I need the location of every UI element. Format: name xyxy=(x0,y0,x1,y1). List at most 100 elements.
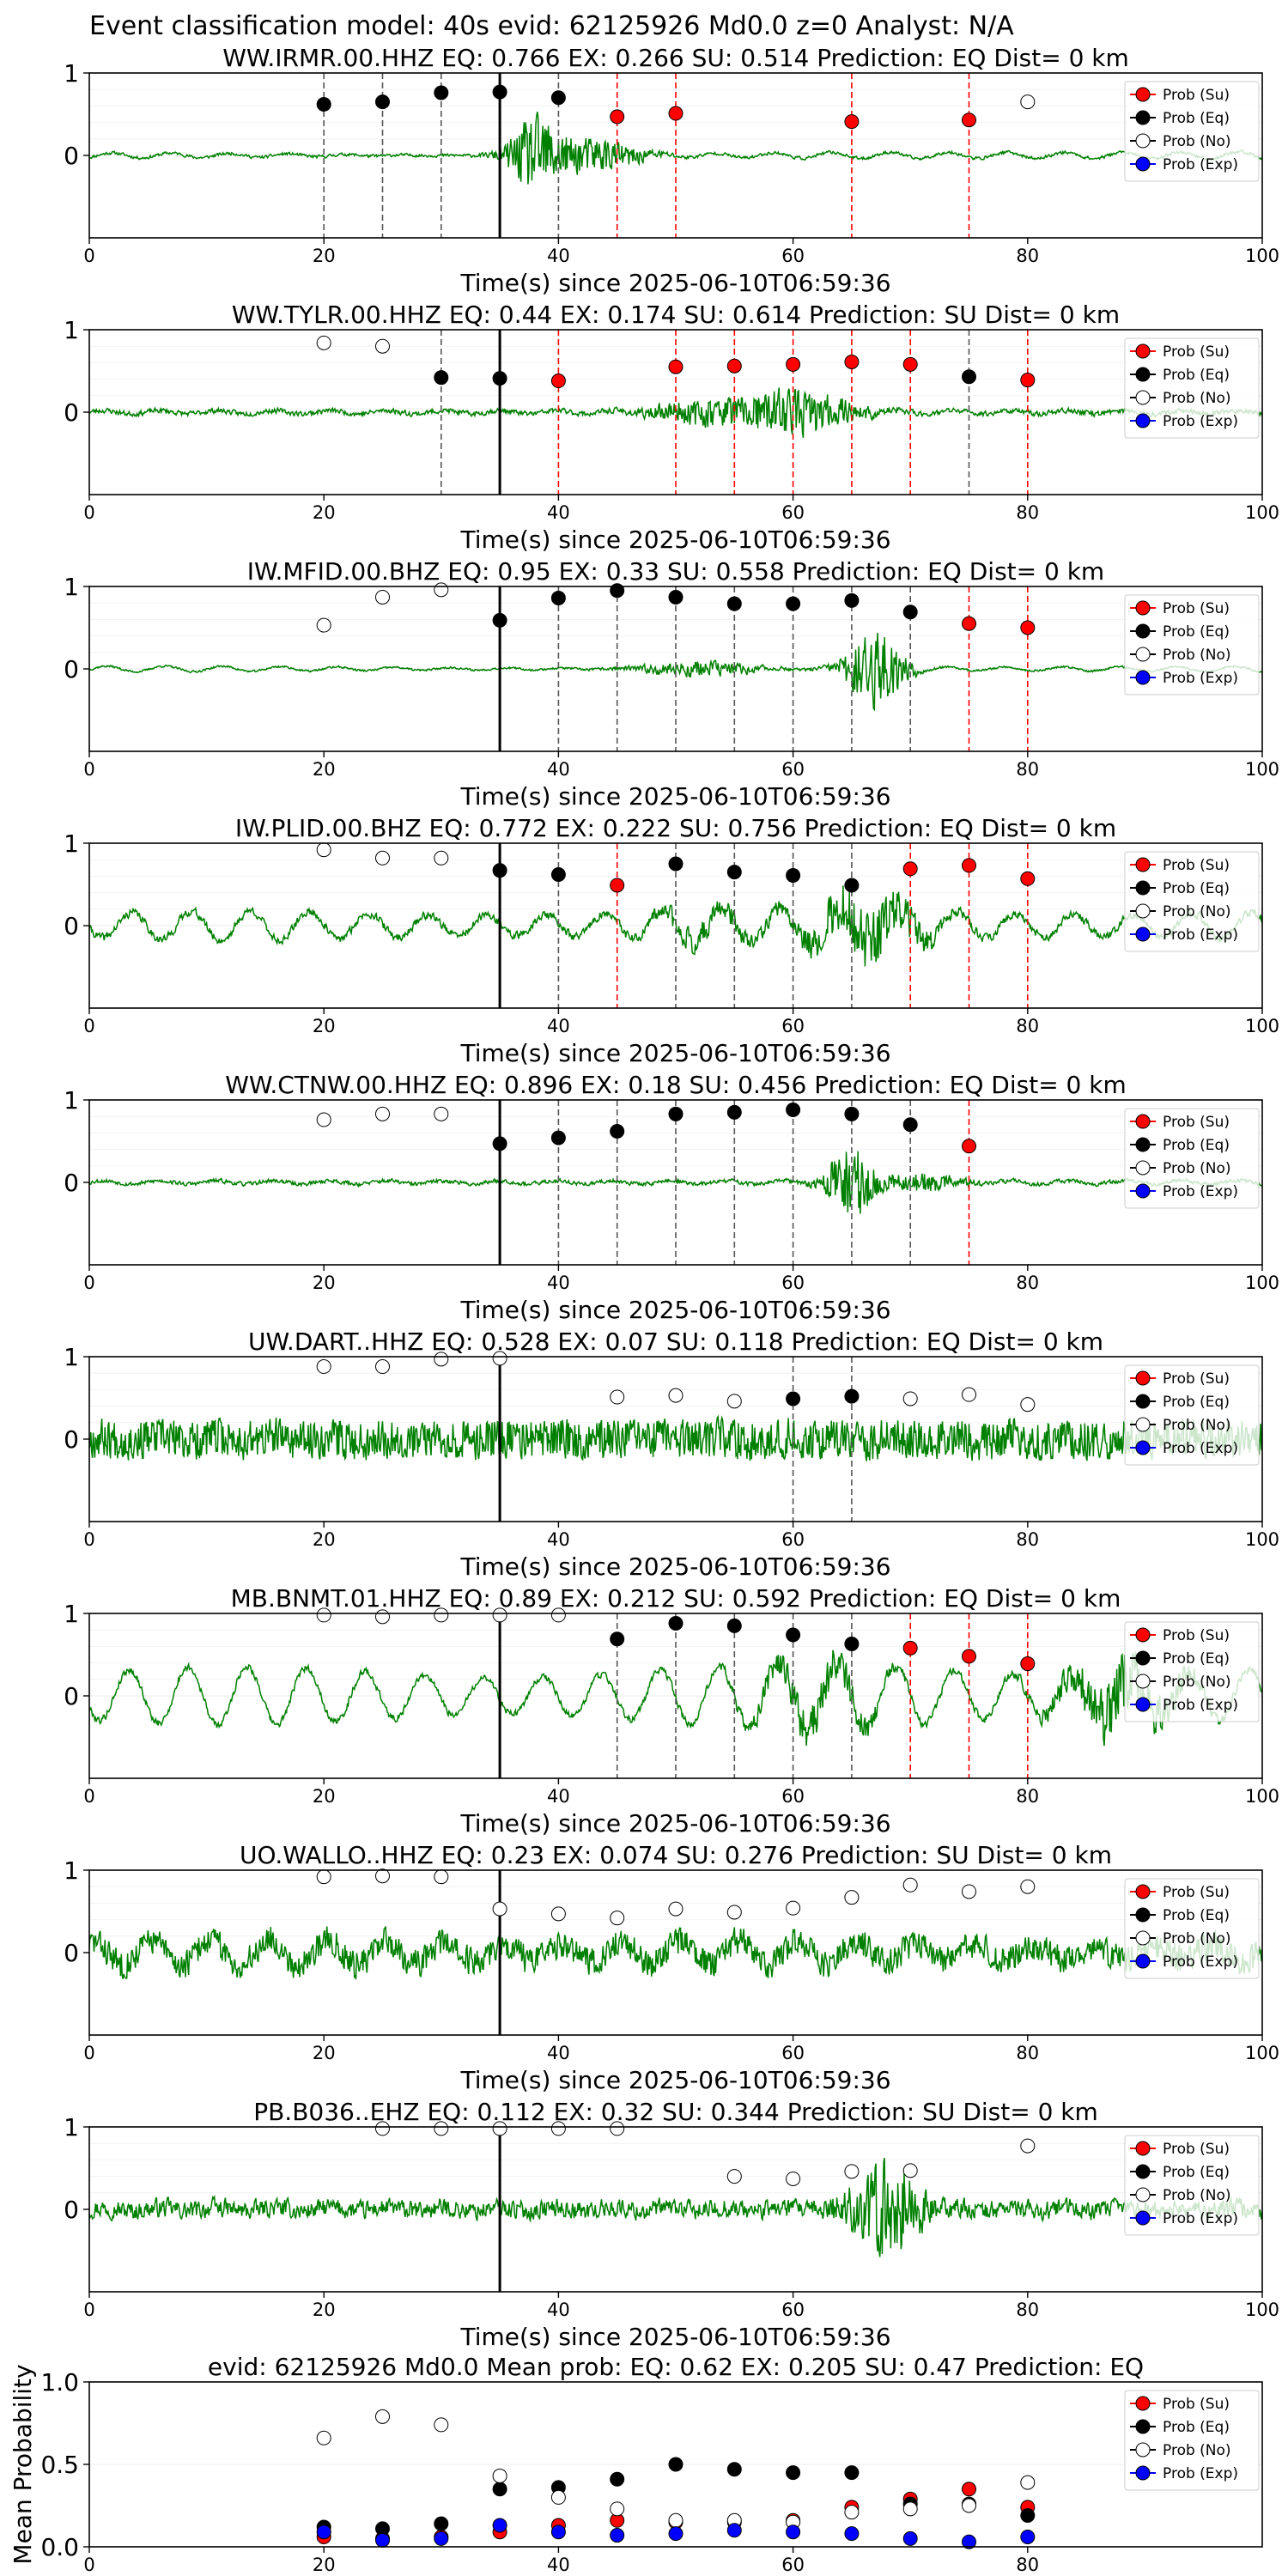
x-tick-label: 100 xyxy=(1245,2300,1279,2320)
mean-prob-point-eq xyxy=(492,2482,507,2497)
prob-point-no xyxy=(375,2121,390,2136)
prob-point-eq xyxy=(375,94,390,110)
legend-box xyxy=(1124,1108,1260,1209)
mean-prob-point-exp xyxy=(786,2524,801,2540)
prob-point-eq xyxy=(610,1123,625,1139)
mean-prob-point-eq xyxy=(1020,2508,1036,2524)
legend-label-no: Prob (No) xyxy=(1163,2442,1231,2459)
waveform-trace xyxy=(89,632,1262,712)
prob-point-no xyxy=(434,1607,449,1623)
legend-box xyxy=(1124,851,1260,952)
prob-point-eq xyxy=(726,865,742,880)
prob-point-no xyxy=(492,2121,507,2136)
prob-point-su xyxy=(962,1649,976,1664)
prob-point-no xyxy=(550,1607,566,1623)
prob-point-eq xyxy=(844,878,860,893)
y-tick-label: 0 xyxy=(64,912,79,940)
prob-point-eq xyxy=(726,1618,742,1633)
y-tick-label: 1 xyxy=(64,2113,79,2142)
legend-marker-no xyxy=(1135,2442,1151,2458)
prob-point-no xyxy=(434,1869,449,1885)
legend-label-su: Prob (Su) xyxy=(1163,600,1230,617)
x-axis-label: Time(s) since 2025-06-10T06:59:36 xyxy=(459,1552,890,1581)
legend-label-no: Prob (No) xyxy=(1163,1160,1231,1177)
waveform-trace xyxy=(89,111,1262,185)
legend-label-eq: Prob (Eq) xyxy=(1163,1394,1230,1411)
prob-point-eq xyxy=(902,605,918,620)
legend-label-exp: Prob (Exp) xyxy=(1163,1440,1238,1457)
prob-point-su xyxy=(962,1139,976,1154)
x-tick-label: 80 xyxy=(1016,2555,1039,2575)
legend-label-su: Prob (Su) xyxy=(1163,1370,1230,1388)
y-tick-label: 0 xyxy=(64,1682,79,1710)
x-tick-label: 40 xyxy=(547,2043,570,2063)
prob-point-su xyxy=(610,109,625,125)
mean-prob-point-no xyxy=(434,2417,449,2433)
y-tick-label: 1 xyxy=(64,59,79,88)
prob-point-no xyxy=(786,1900,801,1916)
prob-point-eq xyxy=(844,1637,860,1652)
legend-marker-no xyxy=(1135,390,1151,405)
legend-label-su: Prob (Su) xyxy=(1163,2396,1230,2413)
plot-area xyxy=(89,73,1262,238)
prob-point-no xyxy=(492,1607,507,1623)
legend-label-eq: Prob (Eq) xyxy=(1163,367,1230,384)
legend-box xyxy=(1124,1364,1260,1466)
prob-point-su xyxy=(962,616,976,631)
waveform-trace xyxy=(89,1414,1262,1461)
prob-point-eq xyxy=(550,90,566,106)
station-panel-1: WW.IRMR.00.HHZ EQ: 0.766 EX: 0.266 SU: 0… xyxy=(64,44,1279,297)
y-axis-label: Mean Probability xyxy=(9,2364,37,2564)
legend-label-exp: Prob (Exp) xyxy=(1163,927,1238,944)
prob-point-no xyxy=(375,1868,390,1884)
mean-prob-point-su xyxy=(962,2482,976,2497)
legend-marker-exp xyxy=(1135,1697,1151,1712)
prob-point-eq xyxy=(610,1631,625,1647)
mean-prob-point-no xyxy=(610,2501,625,2517)
prob-point-no xyxy=(786,2171,801,2186)
mean-prob-point-eq xyxy=(786,2465,801,2481)
x-axis-label: Time(s) since 2025-06-10T06:59:36 xyxy=(459,1039,890,1067)
prob-point-su xyxy=(962,112,976,128)
mean-prob-point-exp xyxy=(434,2530,449,2546)
prob-point-no xyxy=(375,338,390,354)
x-tick-label: 20 xyxy=(313,2043,336,2063)
prob-point-eq xyxy=(550,1130,566,1145)
legend-marker-eq xyxy=(1135,1907,1151,1923)
legend-marker-eq xyxy=(1135,1650,1151,1666)
legend-marker-exp xyxy=(1135,1953,1151,1969)
x-tick-label: 60 xyxy=(781,2043,805,2063)
station-panel-6: UW.DART..HHZ EQ: 0.528 EX: 0.07 SU: 0.11… xyxy=(64,1327,1279,1581)
x-axis-label: Time(s) since 2025-06-10T06:59:36 xyxy=(459,1809,890,1838)
legend-label-exp: Prob (Exp) xyxy=(1163,1697,1238,1714)
prob-point-eq xyxy=(726,596,742,611)
y-tick-label: 0 xyxy=(64,1939,79,1967)
prob-point-eq xyxy=(844,1388,860,1404)
legend-marker-exp xyxy=(1135,2210,1151,2226)
prob-point-su xyxy=(902,356,918,372)
station-panel-3: IW.MFID.00.BHZ EQ: 0.95 EX: 0.33 SU: 0.5… xyxy=(64,557,1279,811)
x-tick-label: 20 xyxy=(313,1786,336,1807)
legend-marker-su xyxy=(1135,87,1151,102)
prob-point-no xyxy=(434,1352,449,1367)
mean-prob-point-eq xyxy=(844,2465,860,2481)
legend-label-su: Prob (Su) xyxy=(1163,2141,1230,2158)
legend-marker-no xyxy=(1135,2187,1151,2202)
panel-title: UW.DART..HHZ EQ: 0.528 EX: 0.07 SU: 0.11… xyxy=(248,1327,1103,1356)
x-tick-label: 60 xyxy=(781,1016,805,1036)
prob-point-su xyxy=(550,374,566,389)
prob-point-no xyxy=(375,1106,390,1121)
legend-marker-exp xyxy=(1135,670,1151,685)
x-tick-label: 80 xyxy=(1016,2300,1039,2320)
x-axis-label: Time(s) since 2025-06-10T06:59:36 xyxy=(459,2066,890,2094)
plot-area xyxy=(89,1870,1262,2035)
prob-point-eq xyxy=(844,1106,860,1121)
x-tick-label: 100 xyxy=(1245,502,1279,523)
x-tick-label: 0 xyxy=(83,246,94,266)
legend-marker-su xyxy=(1135,1884,1151,1899)
prob-point-eq xyxy=(492,84,507,100)
x-tick-label: 40 xyxy=(547,2300,570,2320)
mean-prob-point-exp xyxy=(492,2518,507,2533)
prob-point-eq xyxy=(786,1391,801,1406)
